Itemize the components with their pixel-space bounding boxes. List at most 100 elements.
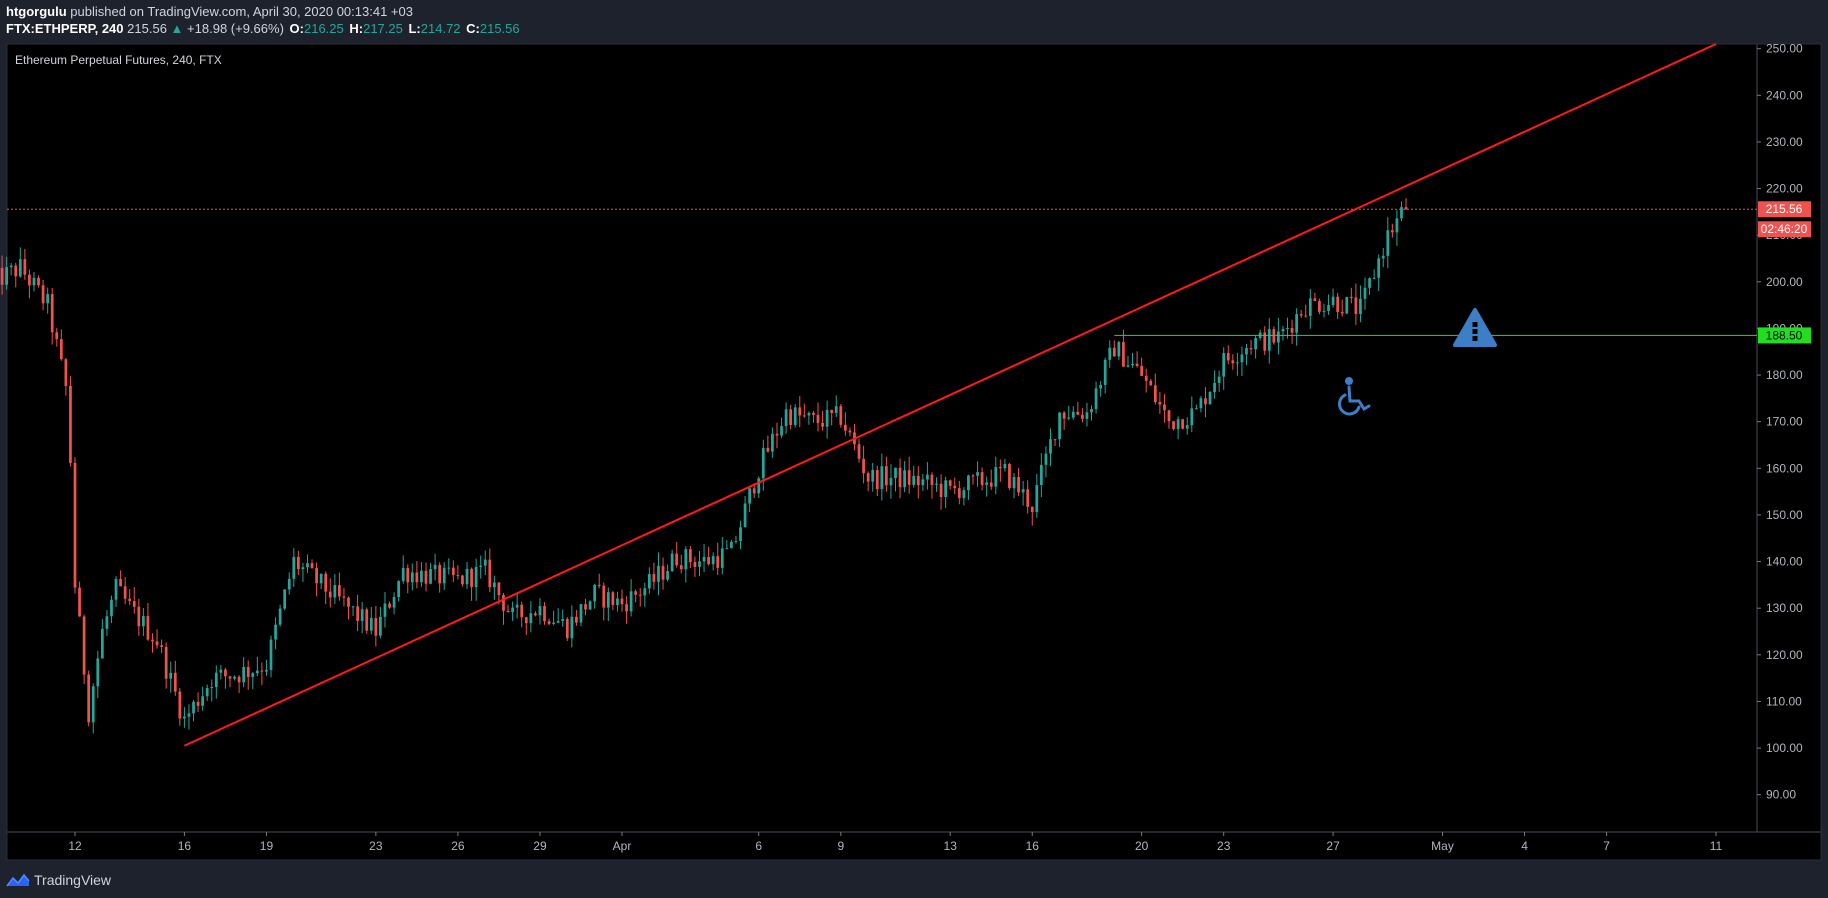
candle-body	[1263, 332, 1267, 351]
time-tick-label: 20	[1135, 839, 1149, 853]
time-tick-label: 16	[1026, 839, 1040, 853]
candle-body	[497, 582, 501, 596]
price-tick-label: 110.00	[1766, 694, 1802, 708]
candle-body	[1381, 255, 1385, 259]
candle-body	[1390, 230, 1394, 233]
price-tick-label: 150.00	[1766, 508, 1803, 522]
candle-body	[552, 622, 555, 624]
candle-body	[1213, 382, 1216, 393]
candle-body	[898, 467, 902, 488]
candle-body	[807, 412, 811, 416]
candle-body	[91, 686, 95, 723]
candle-body	[739, 527, 742, 542]
candle-body	[670, 553, 674, 572]
candle-body	[889, 478, 893, 486]
candle-body	[1404, 207, 1408, 210]
candle-body	[9, 265, 13, 268]
candle-body	[1281, 328, 1285, 332]
price-tick-label: 120.00	[1766, 648, 1803, 662]
candle-body	[429, 569, 432, 584]
candle-body	[50, 294, 54, 333]
candle-body	[388, 603, 391, 608]
tradingview-brand[interactable]: TradingView	[6, 872, 111, 888]
chart-header: htgorgulu published on TradingView.com, …	[0, 0, 1828, 42]
candle-body	[748, 488, 752, 504]
candles-layer	[0, 198, 1408, 734]
author-name[interactable]: htgorgulu	[6, 4, 67, 19]
candle-body	[1067, 417, 1071, 419]
chart-title: Ethereum Perpetual Futures, 240, FTX	[15, 53, 222, 67]
candle-body	[1017, 477, 1020, 493]
candle-body	[1185, 425, 1189, 429]
candle-body	[374, 618, 378, 636]
candle-body	[410, 572, 414, 583]
candle-body	[401, 567, 405, 582]
candle-body	[930, 474, 934, 485]
candle-body	[565, 618, 569, 639]
candle-body	[1012, 477, 1016, 489]
candle-body	[502, 595, 505, 611]
candle-body	[1144, 375, 1148, 381]
symbol-label[interactable]: FTX:ETHPERP, 240	[6, 21, 124, 36]
candle-body	[520, 604, 524, 618]
candle-body	[625, 604, 628, 612]
candle-body	[420, 570, 423, 583]
candle-body	[1085, 412, 1089, 419]
candle-body	[638, 594, 642, 596]
candle-body	[1318, 300, 1321, 312]
candle-body	[556, 620, 560, 623]
wheelchair-icon	[1337, 377, 1371, 416]
candle-body	[834, 406, 838, 413]
candle-body	[265, 669, 268, 672]
candle-body	[274, 624, 277, 640]
candle-body	[283, 589, 287, 609]
candle-body	[360, 609, 364, 621]
candle-body	[456, 575, 460, 577]
high-value: 217.25	[363, 21, 403, 36]
last-price: 215.56	[127, 21, 167, 36]
candle-body	[23, 259, 27, 275]
candle-body	[474, 566, 478, 588]
candle-body	[547, 621, 551, 624]
candle-body	[1327, 304, 1330, 311]
candle-body	[1240, 354, 1244, 363]
candle-body	[684, 549, 688, 570]
candle-body	[1035, 484, 1039, 513]
time-tick-label: 4	[1521, 839, 1528, 853]
candle-body	[1372, 277, 1376, 279]
price-tick-label: 160.00	[1766, 461, 1803, 475]
candle-body	[451, 567, 455, 576]
candle-body	[255, 670, 259, 674]
candle-body	[935, 483, 938, 485]
footer: TradingView	[0, 862, 1828, 898]
candle-body	[356, 606, 359, 621]
candle-body	[178, 691, 182, 719]
candle-body	[730, 541, 733, 549]
candle-body	[169, 672, 173, 679]
candle-body	[962, 490, 966, 499]
candle-body	[606, 592, 610, 608]
candle-body	[1231, 360, 1235, 364]
candle-body	[1099, 385, 1102, 389]
candle-body	[155, 641, 159, 646]
candle-body	[14, 265, 18, 277]
candle-body	[798, 407, 802, 416]
candle-body	[629, 591, 633, 612]
candle-body	[802, 415, 806, 417]
candle-body	[1340, 311, 1344, 314]
time-tick-label: 11	[1710, 839, 1723, 853]
candle-body	[1008, 464, 1011, 489]
candle-body	[939, 483, 943, 497]
candle-body	[32, 277, 36, 286]
candle-body	[916, 475, 920, 486]
price-axis-background[interactable]	[1757, 44, 1821, 860]
candle-body	[347, 597, 350, 607]
candle-body	[821, 422, 824, 427]
candle-body	[643, 588, 647, 596]
candle-body	[971, 475, 975, 477]
candle-body	[957, 488, 961, 499]
candle-body	[306, 563, 309, 568]
candle-body	[1377, 258, 1381, 278]
candle-body	[830, 409, 834, 413]
